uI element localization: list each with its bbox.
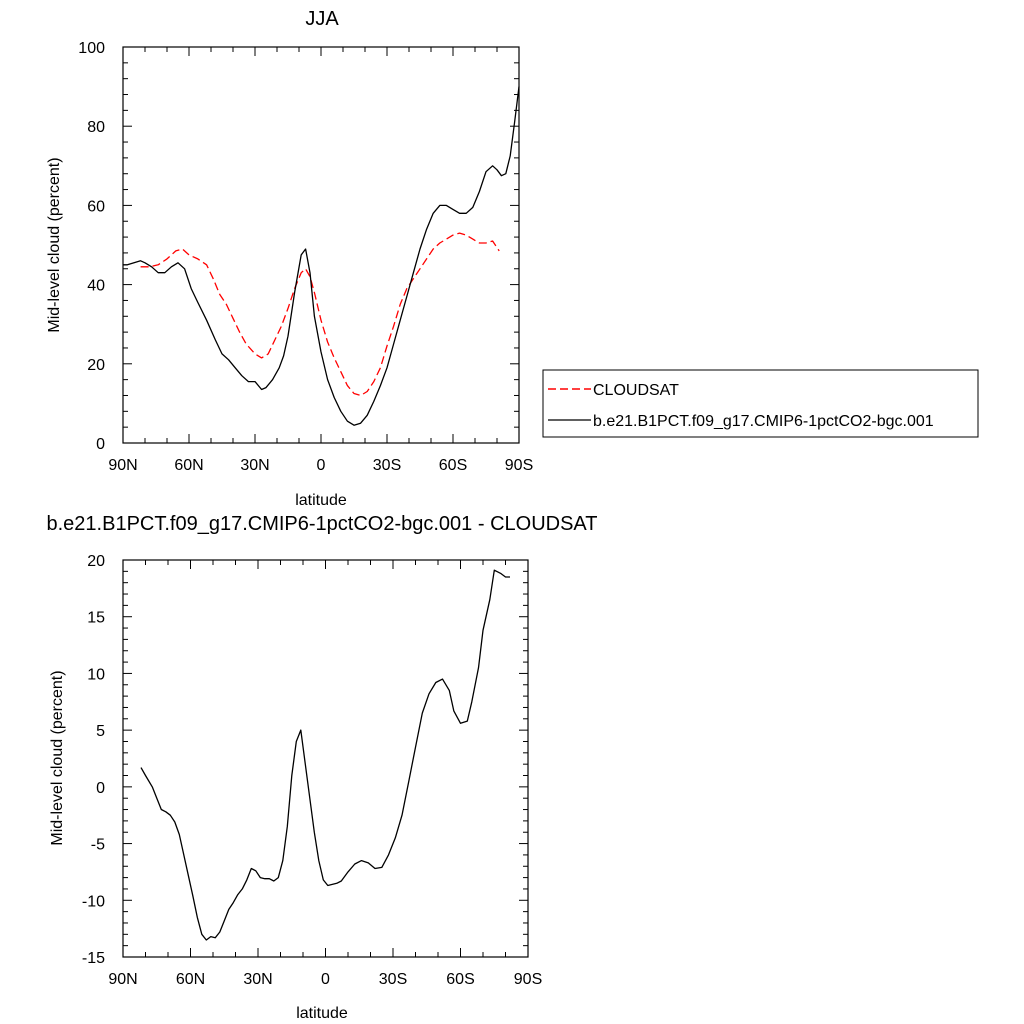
top-x-tick-label: 60N: [174, 457, 203, 474]
top-y-tick-label: 20: [87, 357, 105, 374]
bottom-series-group: [140, 569, 510, 941]
bottom-chart-title: b.e21.B1PCT.f09_g17.CMIP6-1pctCO2-bgc.00…: [47, 513, 598, 535]
bottom-y-tick-label: -5: [91, 837, 105, 854]
bottom-y-axis-label: Mid-level cloud (percent): [49, 670, 66, 845]
top-plot-frame: [122, 46, 520, 444]
bottom-panel: b.e21.B1PCT.f09_g17.CMIP6-1pctCO2-bgc.00…: [47, 513, 598, 1022]
bottom-y-tick-label: 10: [87, 666, 105, 683]
top-chart-title: JJA: [305, 8, 339, 30]
bottom-x-tick-label: 60N: [176, 971, 205, 988]
top-x-tick-labels: 90N 60N 30N 0 30S 60S 90S: [108, 457, 533, 474]
top-y-axis-label: Mid-level cloud (percent): [46, 157, 63, 332]
bottom-y-tick-label: -15: [82, 950, 105, 967]
top-y-tick-label: 80: [87, 119, 105, 136]
bottom-x-tick-label: 0: [321, 971, 330, 988]
legend-label-cloudsat: CLOUDSAT: [593, 382, 679, 399]
bottom-x-tick-label: 90S: [514, 971, 542, 988]
bottom-x-tick-label: 30N: [243, 971, 272, 988]
top-y-tick-label: 0: [96, 436, 105, 453]
top-y-tick-label: 100: [78, 40, 105, 57]
legend: CLOUDSAT b.e21.B1PCT.f09_g17.CMIP6-1pctC…: [542, 369, 979, 438]
bottom-y-tick-label: 15: [87, 610, 105, 627]
bottom-y-tick-label: 20: [87, 553, 105, 570]
bottom-x-tick-label: 90N: [108, 971, 137, 988]
top-x-tick-label: 30S: [373, 457, 401, 474]
top-y-tick-labels: 0 20 40 60 80 100: [78, 40, 105, 453]
legend-label-model: b.e21.B1PCT.f09_g17.CMIP6-1pctCO2-bgc.00…: [593, 413, 934, 430]
top-series-line-model: [123, 86, 520, 426]
top-x-axis-label: latitude: [295, 492, 347, 509]
bottom-x-axis-label: latitude: [296, 1005, 348, 1022]
top-y-tick-label: 40: [87, 278, 105, 295]
legend-box: [542, 369, 979, 438]
top-x-tick-label: 30N: [240, 457, 269, 474]
top-x-tick-label: 90N: [108, 457, 137, 474]
top-x-tick-label: 0: [317, 457, 326, 474]
top-panel: JJA 90N 60N 30N 0 30S 60S 90S 0 20 40 60 80 100 lat…: [46, 8, 979, 509]
bottom-plot-frame: [122, 559, 529, 958]
top-y-tick-label: 60: [87, 198, 105, 215]
bottom-x-tick-labels: 90N 60N 30N 0 30S 60S 90S: [108, 971, 542, 988]
bottom-y-tick-label: -10: [82, 893, 105, 910]
bottom-series-line-difference: [140, 569, 510, 941]
bottom-x-tick-label: 30S: [379, 971, 407, 988]
bottom-axis-ticks: [122, 559, 529, 958]
top-x-tick-label: 90S: [505, 457, 533, 474]
bottom-x-tick-label: 60S: [446, 971, 474, 988]
top-x-tick-label: 60S: [439, 457, 467, 474]
top-series-group: [123, 86, 520, 426]
top-axis-ticks: [122, 46, 520, 444]
bottom-y-tick-label: 5: [96, 723, 105, 740]
top-series-line-cloudsat: [140, 232, 500, 397]
bottom-y-tick-labels: -15 -10 -5 0 5 10 15 20: [82, 553, 105, 967]
bottom-y-tick-label: 0: [96, 780, 105, 797]
